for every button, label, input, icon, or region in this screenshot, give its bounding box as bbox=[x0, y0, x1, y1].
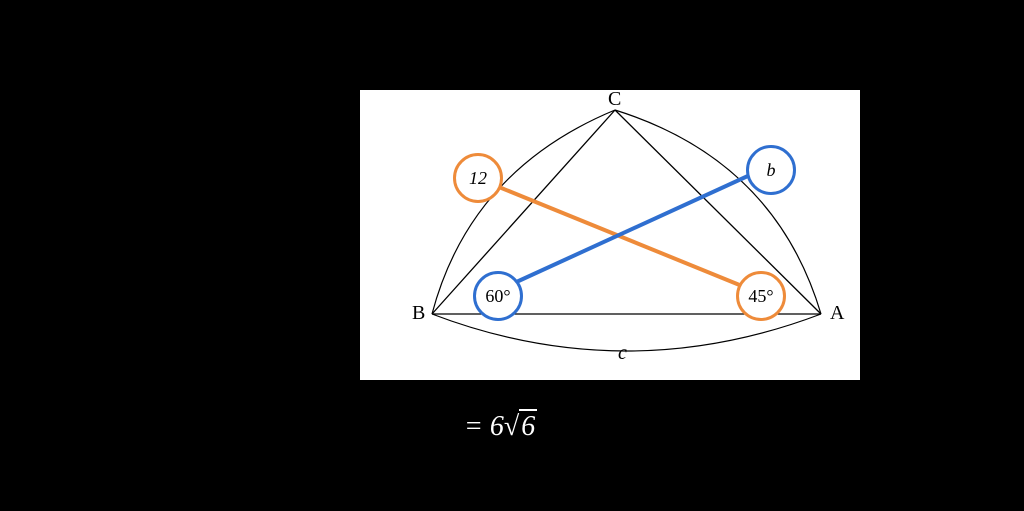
angle-badge-45: 45° bbox=[736, 271, 786, 321]
side-badge-12-text: 12 bbox=[469, 168, 487, 189]
connector-blue bbox=[512, 175, 750, 284]
vertex-label-A: A bbox=[830, 302, 844, 325]
angle-badge-60: 60° bbox=[473, 271, 523, 321]
edge-CB bbox=[432, 110, 615, 314]
side-badge-b-text: b bbox=[767, 160, 776, 181]
side-label-c: c bbox=[618, 342, 627, 365]
side-badge-12: 12 bbox=[453, 153, 503, 203]
edge-CA bbox=[615, 110, 821, 314]
angle-badge-45-text: 45° bbox=[748, 286, 773, 307]
vertex-label-B: B bbox=[412, 302, 425, 325]
result-radicand: 6 bbox=[521, 411, 535, 442]
side-badge-b: b bbox=[746, 145, 796, 195]
radical-symbol-icon: √ bbox=[504, 411, 519, 442]
angle-badge-60-text: 60° bbox=[485, 286, 510, 307]
vertex-label-C: C bbox=[608, 88, 621, 111]
result-expression: = 6√6 bbox=[454, 407, 547, 445]
result-prefix: = 6 bbox=[464, 411, 504, 442]
